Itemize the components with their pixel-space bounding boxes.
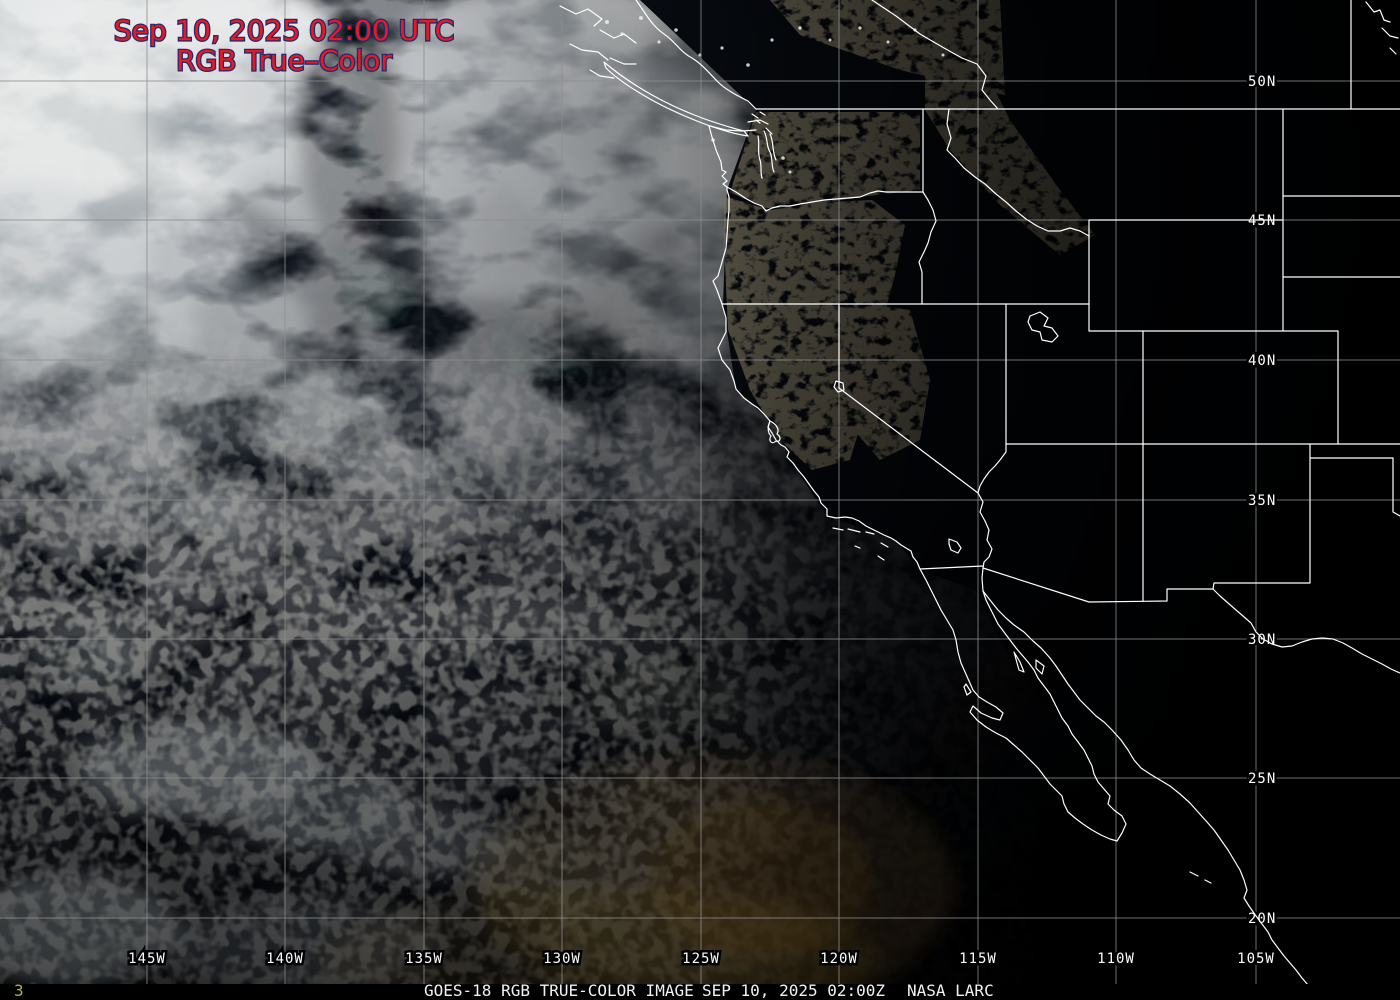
grid-label-35N: 35N <box>1248 493 1276 509</box>
coastline-baja-california <box>919 568 1127 842</box>
grid-label-30N: 30N <box>1248 632 1276 648</box>
grid-label-110W: 110W <box>1097 951 1135 967</box>
border-ca-nv <box>838 303 979 494</box>
border-colorado-river <box>977 443 1007 592</box>
border-nm-tx <box>1212 457 1311 590</box>
san-francisco-bay <box>767 420 781 444</box>
border-wa-or-columbia-river <box>726 186 924 212</box>
border-wy-box <box>1088 108 1339 332</box>
grid-label-45N: 45N <box>1248 213 1276 229</box>
annotation-product: RGB True–Color <box>176 44 392 77</box>
grid-label-105W: 105W <box>1237 951 1275 967</box>
border-or-id-snake-river <box>918 191 937 305</box>
frame-counter: 3 <box>14 981 24 1000</box>
san-juan-islands <box>751 111 766 124</box>
caption-credit: NASA LARC <box>907 981 994 1000</box>
grid-label-115W: 115W <box>959 951 997 967</box>
border-us-mexico <box>919 565 1214 603</box>
border-id-mt-bitterroot <box>946 108 1090 237</box>
manitoba-lakes <box>1365 1 1399 55</box>
border-bc-alberta-divide <box>871 0 999 110</box>
grid-label-120W: 120W <box>820 951 858 967</box>
coastline-mexico-mainland <box>982 590 1309 986</box>
channel-islands <box>832 527 889 561</box>
grid-label-135W: 135W <box>405 951 443 967</box>
image-annotation: Sep 10, 2025 02:00 UTC RGB True–Color <box>113 13 456 79</box>
grid-label-40N: 40N <box>1248 353 1276 369</box>
grid-label-140W: 140W <box>266 951 304 967</box>
grid-label-50N: 50N <box>1248 74 1276 90</box>
salton-sea <box>948 538 962 554</box>
grid-label-145W: 145W <box>128 951 166 967</box>
puget-sound-inlets <box>757 127 777 179</box>
islas-marias <box>1189 871 1212 884</box>
caption-timestamp: SEP 10, 2025 02:00Z <box>702 981 886 1000</box>
gulf-islands <box>963 651 1045 696</box>
vancouver-island <box>603 61 749 137</box>
caption-title: GOES-18 RGB TRUE-COLOR IMAGE <box>424 981 694 1000</box>
grid-label-25N: 25N <box>1248 771 1276 787</box>
lake-tahoe <box>833 380 845 393</box>
grid-label-125W: 125W <box>682 951 720 967</box>
bc-coast-islands <box>559 5 637 79</box>
juan-de-fuca-strait <box>709 119 769 132</box>
rio-grande <box>1212 588 1400 674</box>
bc-mainland-coast <box>635 0 757 110</box>
map-outline-layer <box>559 0 1400 986</box>
border-tx-ok-100w <box>1392 457 1400 517</box>
grid-label-130W: 130W <box>543 951 581 967</box>
coastline-wa-or-ca <box>708 125 921 570</box>
annotation-datetime: Sep 10, 2025 02:00 UTC <box>114 14 454 47</box>
status-bar: 3 GOES-18 RGB TRUE-COLOR IMAGE SEP 10, 2… <box>0 981 1400 1000</box>
great-salt-lake <box>1027 311 1059 343</box>
